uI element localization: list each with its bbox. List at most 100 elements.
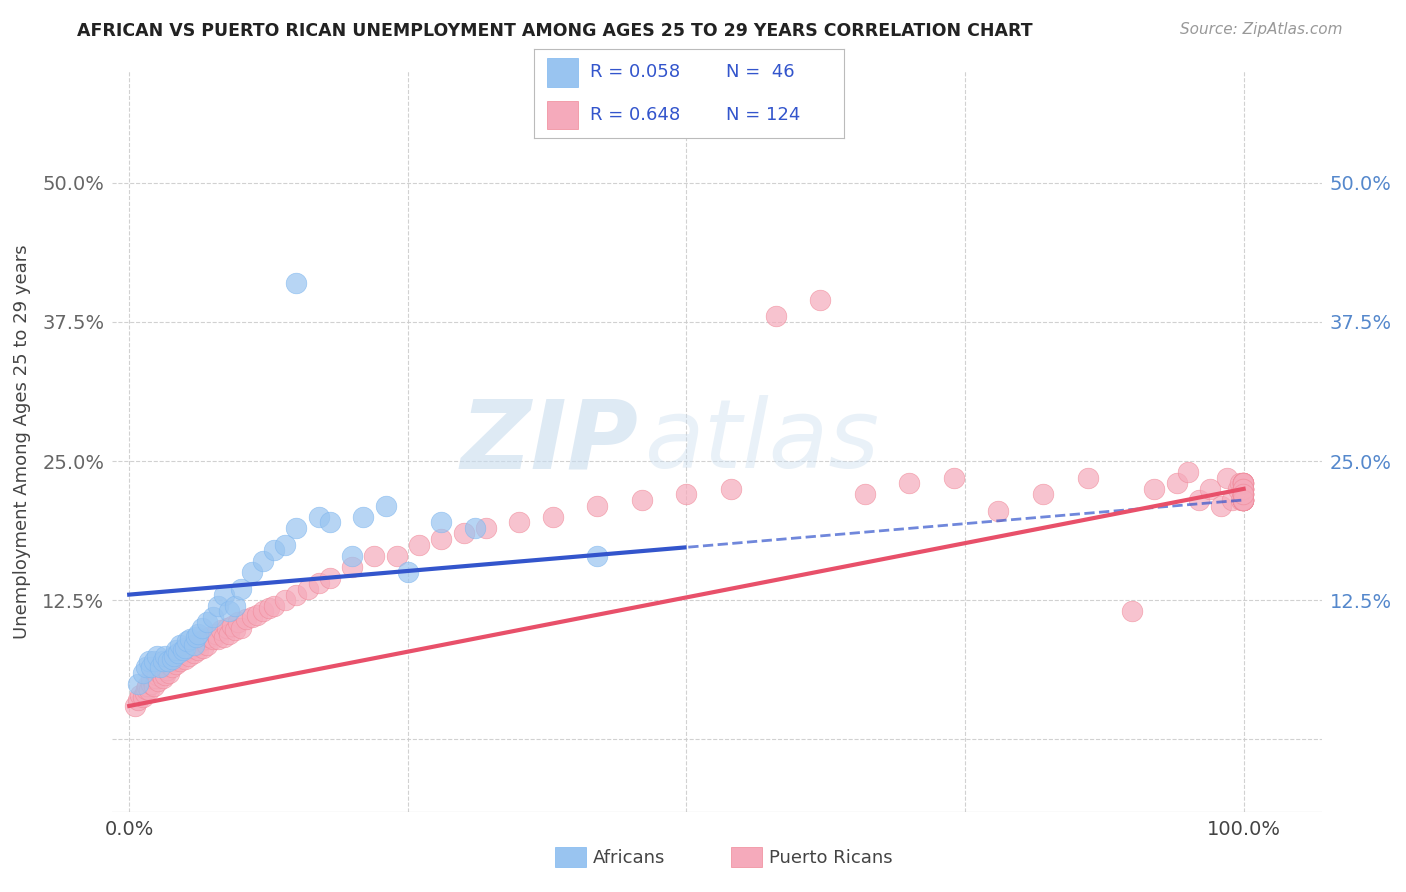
Point [152,655,174,669]
Point [1227,482,1250,496]
Point [167,646,190,660]
Point [212,630,235,644]
Point [184,630,207,644]
Text: N = 124: N = 124 [725,106,800,124]
Point [184,638,207,652]
Point [149,665,172,680]
Point [179,648,201,663]
Point [308,576,330,591]
Point [942,471,965,485]
Point [240,610,263,624]
Point [146,674,169,689]
Point [1188,493,1211,508]
Point [1232,482,1254,496]
Point [1232,487,1254,501]
Point [408,537,430,551]
Point [152,660,174,674]
Point [1232,476,1254,491]
Point [720,482,742,496]
Point [165,657,187,671]
Point [142,655,165,669]
Point [207,599,229,613]
Point [169,648,191,663]
Point [464,521,486,535]
Point [141,660,163,674]
Point [163,655,186,669]
Point [453,526,475,541]
Point [131,690,153,704]
Point [169,638,191,652]
Point [156,663,179,677]
Point [257,601,280,615]
Point [475,521,498,535]
Point [195,615,218,630]
Point [240,566,263,580]
Point [141,676,163,690]
Point [1232,476,1254,491]
Point [274,537,297,551]
Point [153,667,176,681]
Point [146,648,169,663]
Point [541,509,564,524]
Point [263,543,285,558]
Point [1232,476,1254,491]
Point [138,655,160,669]
Point [340,549,363,563]
Point [586,549,609,563]
Point [201,610,224,624]
Point [675,487,697,501]
Point [145,671,167,685]
Point [319,571,342,585]
Point [195,638,218,652]
Point [218,604,240,618]
Point [1177,465,1199,479]
Point [190,621,212,635]
Point [1232,476,1254,491]
Point [285,276,308,290]
Point [853,487,876,501]
Point [153,648,176,663]
Point [1143,482,1166,496]
Point [340,559,363,574]
Point [1232,487,1254,501]
Point [224,624,246,638]
Y-axis label: Unemployment Among Ages 25 to 29 years: Unemployment Among Ages 25 to 29 years [13,244,31,639]
Point [1032,487,1054,501]
Point [765,310,787,324]
Point [1232,487,1254,501]
Point [1232,476,1254,491]
Point [179,632,201,647]
Point [508,515,530,529]
Point [229,621,252,635]
Point [167,652,190,666]
Point [1211,499,1233,513]
Point [1232,482,1254,496]
Point [1232,482,1254,496]
Point [124,698,146,713]
Point [246,607,269,622]
Point [1199,482,1222,496]
Point [191,641,214,656]
Text: R = 0.648: R = 0.648 [591,106,681,124]
Point [586,499,609,513]
Point [209,624,232,638]
Point [1232,482,1254,496]
Point [374,499,396,513]
Point [138,683,160,698]
Point [157,655,180,669]
Point [129,688,152,702]
Point [183,646,205,660]
Point [285,521,308,535]
Point [263,599,285,613]
Point [1229,476,1251,491]
Point [898,476,921,491]
Point [194,632,217,647]
Point [1232,487,1254,501]
Point [174,641,197,656]
Point [297,582,319,596]
Point [285,588,308,602]
Point [127,693,149,707]
Point [252,604,274,618]
Text: Source: ZipAtlas.com: Source: ZipAtlas.com [1180,22,1343,37]
Point [212,588,235,602]
